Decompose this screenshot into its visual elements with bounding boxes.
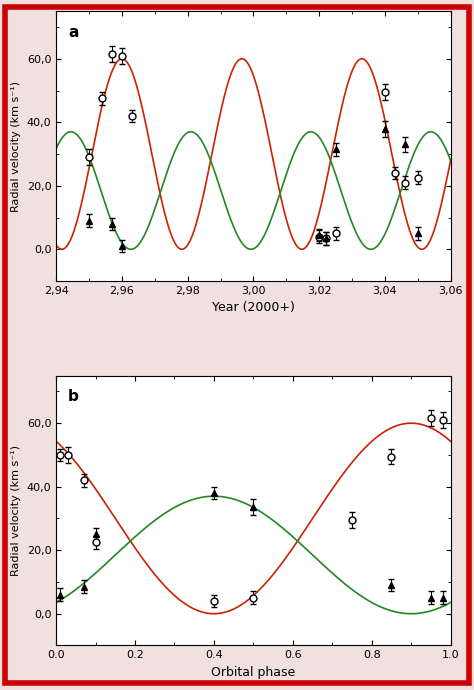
Y-axis label: Radial velocity (km s⁻¹): Radial velocity (km s⁻¹) [11, 81, 21, 212]
X-axis label: Year (2000+): Year (2000+) [212, 302, 295, 315]
Text: a: a [68, 25, 78, 39]
Text: b: b [68, 389, 79, 404]
X-axis label: Orbital phase: Orbital phase [211, 666, 295, 679]
Y-axis label: Radial velocity (km s⁻¹): Radial velocity (km s⁻¹) [11, 445, 21, 576]
